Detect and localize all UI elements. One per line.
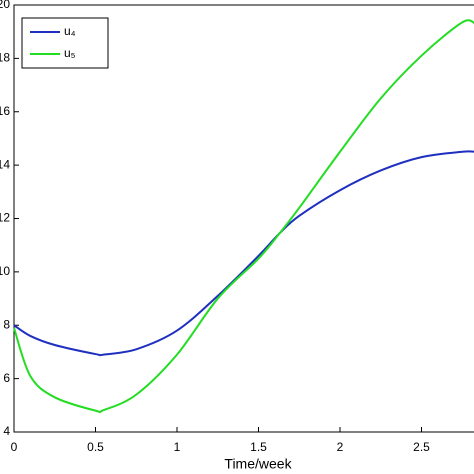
series-line [13,19,474,414]
legend-label: u₅ [64,46,76,60]
x-tick-label: 2.5 [413,440,430,454]
x-tick-label: 1.5 [250,440,267,454]
x-axis-label: Time/week [224,456,292,472]
y-tick-label: 18 [0,51,10,65]
y-tick-label: 4 [3,424,10,438]
x-tick-label: 1 [174,440,181,454]
y-tick-label: 8 [3,317,10,331]
y-tick-label: 20 [0,0,10,11]
x-tick-label: 0.5 [87,440,104,454]
y-tick-label: 16 [0,104,10,118]
y-tick-label: 14 [0,157,10,171]
legend-box [21,17,109,69]
y-tick-label: 12 [0,211,10,225]
x-tick-label: 0 [11,440,18,454]
y-tick-label: 10 [0,264,10,278]
y-tick-label: 6 [3,371,10,385]
legend-label: u₄ [64,24,76,38]
series-line [13,150,474,357]
x-tick-label: 2 [337,440,344,454]
plot-frame [13,4,474,433]
